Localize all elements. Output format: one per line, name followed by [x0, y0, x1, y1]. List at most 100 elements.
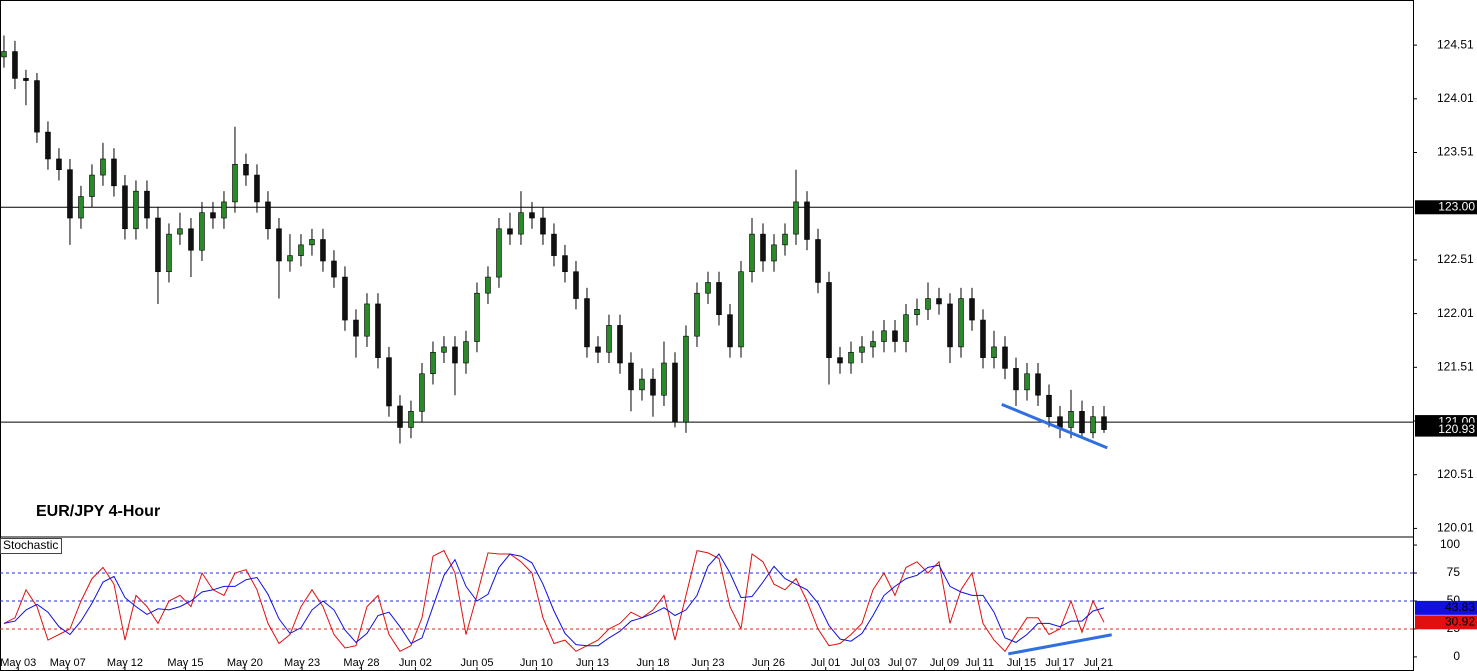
candle-body — [342, 276, 348, 321]
candle-body — [727, 314, 733, 348]
candle-body — [265, 201, 271, 230]
value-box — [1415, 600, 1477, 615]
candle-body — [232, 164, 238, 203]
candle-body — [1013, 368, 1019, 391]
candle-body — [463, 341, 469, 364]
candle-body — [100, 158, 106, 176]
candle-body — [826, 282, 832, 358]
candle-body — [122, 185, 128, 230]
y-tick-label: 122.51 — [1437, 252, 1474, 266]
x-tick-label: Jul 17 — [1045, 657, 1074, 669]
candle-body — [1090, 416, 1096, 434]
candle-body — [166, 233, 172, 273]
price-label-box — [1415, 200, 1477, 215]
candle-body — [386, 357, 392, 407]
y-tick-label: 120.01 — [1437, 521, 1474, 535]
candle-body — [408, 411, 414, 428]
candle-body — [760, 233, 766, 262]
candle-body — [496, 228, 502, 278]
stochastic-line — [3, 553, 1105, 647]
candle-body — [782, 233, 788, 246]
candle-body — [980, 319, 986, 358]
candle-body — [903, 314, 909, 342]
candle-body — [452, 346, 458, 364]
candle-body — [936, 298, 942, 305]
candle-body — [771, 244, 777, 262]
y-tick-label: 120.51 — [1437, 467, 1474, 481]
x-tick-label: Jun 26 — [752, 657, 785, 669]
y-tick-label: 0 — [1453, 649, 1460, 663]
candle-body — [221, 201, 227, 219]
y-tick-label: 124.51 — [1437, 37, 1474, 51]
candle-body — [749, 233, 755, 273]
x-tick-label: Jun 18 — [636, 657, 669, 669]
candle-body — [705, 282, 711, 294]
candle-body — [925, 298, 931, 310]
y-tick-label: 122.01 — [1437, 306, 1474, 320]
candle-body — [969, 298, 975, 321]
x-tick-label: Jul 09 — [930, 657, 959, 669]
y-tick-label: 124.01 — [1437, 91, 1474, 105]
candle-body — [837, 357, 843, 364]
candle-body — [540, 217, 546, 235]
candle-body — [793, 201, 799, 235]
candle-body — [1068, 411, 1074, 428]
candle-body — [650, 378, 656, 396]
y-tick-label: 100 — [1440, 537, 1460, 551]
x-tick-label: May 03 — [0, 657, 36, 669]
y-tick-label: 123.51 — [1437, 145, 1474, 159]
candle-body — [804, 201, 810, 240]
candle-body — [991, 346, 997, 358]
y-tick-label: 121.51 — [1437, 359, 1474, 373]
candle-body — [573, 271, 579, 299]
candle-body — [23, 78, 29, 81]
candle-body — [133, 190, 139, 230]
candle-body — [1035, 373, 1041, 396]
x-tick-label: Jun 10 — [520, 657, 553, 669]
candle-body — [551, 233, 557, 256]
candle-body — [683, 335, 689, 423]
candle-body — [188, 228, 194, 251]
candle-body — [1024, 373, 1030, 391]
candle-body — [870, 341, 876, 348]
candle-body — [177, 228, 183, 235]
candle-body — [595, 346, 601, 353]
candle-body — [34, 80, 40, 133]
candle-body — [672, 362, 678, 423]
candle-body — [67, 169, 73, 219]
candle-body — [353, 319, 359, 337]
candle-body — [430, 351, 436, 375]
candle-body — [144, 190, 150, 219]
candle-body — [331, 260, 337, 278]
candle-body — [694, 292, 700, 337]
candle-body — [1101, 416, 1107, 430]
last-price-label: 120.93 — [1438, 422, 1475, 436]
indicator-title: Stochastic — [3, 538, 58, 552]
candle-body — [419, 373, 425, 412]
x-tick-label: Jun 05 — [460, 657, 493, 669]
price-label: 123.00 — [1438, 199, 1475, 213]
candle-body — [738, 271, 744, 348]
x-tick-label: May 12 — [107, 657, 143, 669]
x-tick-label: Jun 13 — [576, 657, 609, 669]
candle-body — [276, 228, 282, 262]
x-tick-label: Jun 02 — [399, 657, 432, 669]
candle-body — [56, 158, 62, 170]
candle-body — [606, 325, 612, 353]
candle-body — [298, 244, 304, 256]
x-tick-label: Jul 11 — [965, 657, 994, 669]
candle-body — [199, 212, 205, 251]
candle-body — [375, 303, 381, 358]
candle-body — [507, 228, 513, 235]
candle-body — [1079, 411, 1085, 434]
candle-body — [639, 378, 645, 391]
x-tick-label: Jul 15 — [1007, 657, 1036, 669]
candle-body — [474, 292, 480, 342]
x-tick-label: Jun 23 — [691, 657, 724, 669]
candle-body — [309, 239, 315, 246]
value-label: 43.83 — [1445, 600, 1475, 614]
candle-body — [1002, 346, 1008, 369]
candle-body — [254, 174, 260, 203]
